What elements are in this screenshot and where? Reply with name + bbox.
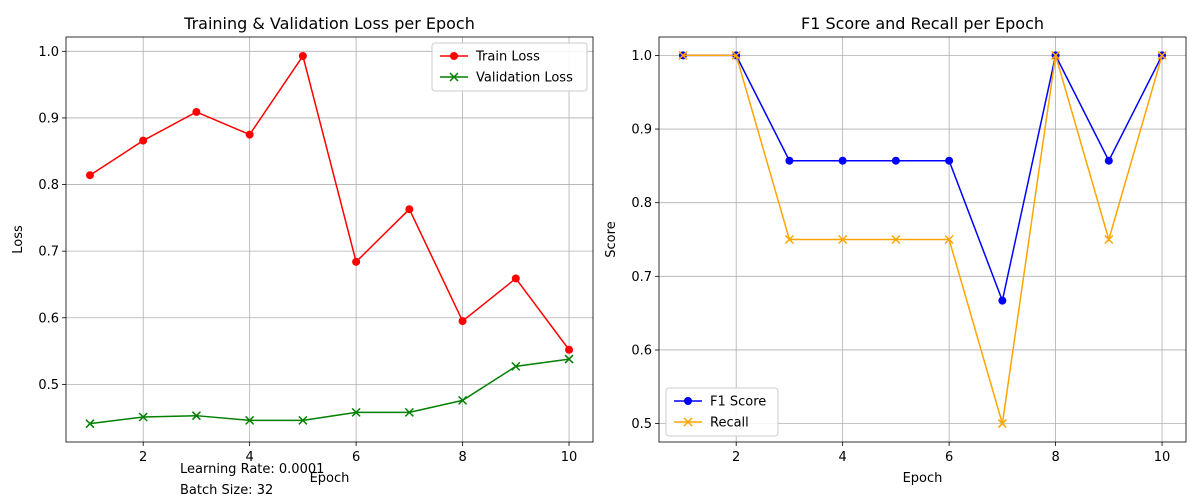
y-tick-label: 1.0 [38,45,59,60]
y-tick-label: 0.5 [631,417,652,432]
legend-entry: F1 Score [674,395,766,410]
series-line [89,358,570,425]
batch-size-note: Batch Size: 32 [180,483,274,498]
data-point [891,234,901,245]
data-point [352,257,361,266]
x-tick-label: 8 [1051,450,1059,465]
data-point [1157,50,1167,60]
data-point [245,415,255,425]
x-axis-label: Epoch [310,471,350,486]
data-point [1051,50,1061,60]
legend-label: Recall [710,416,749,431]
legend: F1 Score Recall [665,387,779,437]
data-point [405,205,414,214]
legend-marker [684,397,692,405]
x-tick-label: 6 [352,450,360,465]
series-line [89,54,570,351]
y-axis-label: Loss [11,225,26,254]
data-point [731,50,741,60]
series-recall [678,50,1167,429]
legend-marker [449,72,459,82]
chart-title: Training & Validation Loss per Epoch [183,14,475,33]
x-tick-label: 10 [561,450,578,465]
data-point [678,50,688,60]
data-point [85,171,94,180]
chart-score: 2 4 6 8 10 0.5 0.6 0.7 0.8 0.9 1.0 F1 Score and Rec… [604,14,1187,486]
data-point [458,395,468,405]
y-tick-label: 0.8 [38,178,59,193]
y-tick-label: 0.6 [38,311,59,326]
series-line [682,53,1163,304]
y-tick-label: 0.7 [38,245,59,260]
data-point [458,317,467,326]
data-point [565,345,574,354]
legend-entry: Train Loss [440,50,540,65]
legend-marker [683,417,693,427]
legend-marker [450,52,458,60]
series-validation-loss [85,354,574,429]
y-tick-label: 0.7 [631,270,652,285]
data-point [564,354,574,364]
data-point [404,407,414,417]
data-point [1104,156,1113,165]
data-point [998,296,1007,305]
data-point [838,234,848,245]
legend-box [431,42,588,92]
learning-rate-note: Learning Rate: 0.0001 [180,462,325,477]
chart-loss: 2 4 6 8 10 0.5 0.6 0.7 0.8 0.9 1.0 Training & Valid… [11,14,594,486]
y-tick-label: 0.9 [38,111,59,126]
data-point [192,107,201,116]
y-axis-label: Score [604,221,619,257]
data-point [945,156,954,165]
plot-frame [658,36,1187,443]
data-point [139,136,148,145]
data-point [85,419,95,429]
data-point [997,419,1007,429]
data-point [838,156,847,165]
legend-entry: Recall [674,416,749,431]
legend-label: F1 Score [710,395,766,410]
data-point [245,130,254,139]
series-train-loss [85,51,574,354]
data-point [191,411,201,421]
data-point [1104,234,1114,245]
legend-label: Validation Loss [476,71,573,86]
series-line [682,54,1163,424]
legend: Train Loss Validation Loss [431,42,588,92]
x-tick-label: 4 [246,450,254,465]
y-tick-label: 0.6 [631,343,652,358]
x-tick-label: 8 [458,450,466,465]
legend-box [665,387,779,437]
data-point [944,234,954,245]
data-point [891,156,900,165]
data-point [298,51,307,60]
data-point [511,361,521,371]
x-tick-label: 10 [1154,450,1171,465]
legend-label: Train Loss [475,50,540,65]
data-point [351,407,361,417]
data-point [784,234,794,245]
data-point [511,274,520,283]
series-f1-score [678,51,1167,305]
data-point [785,156,794,165]
x-tick-label: 2 [139,450,147,465]
plot-frame [65,36,594,443]
data-point [298,415,308,425]
y-tick-label: 0.9 [631,123,652,138]
x-tick-label: 6 [945,450,953,465]
x-axis-label: Epoch [903,471,943,486]
data-point [138,412,148,422]
y-tick-label: 0.5 [38,378,59,393]
y-tick-label: 1.0 [631,49,652,64]
y-tick-label: 0.8 [631,196,652,211]
chart-title: F1 Score and Recall per Epoch [801,14,1044,33]
legend-entry: Validation Loss [440,71,573,86]
x-tick-label: 2 [732,450,740,465]
x-tick-label: 4 [839,450,847,465]
